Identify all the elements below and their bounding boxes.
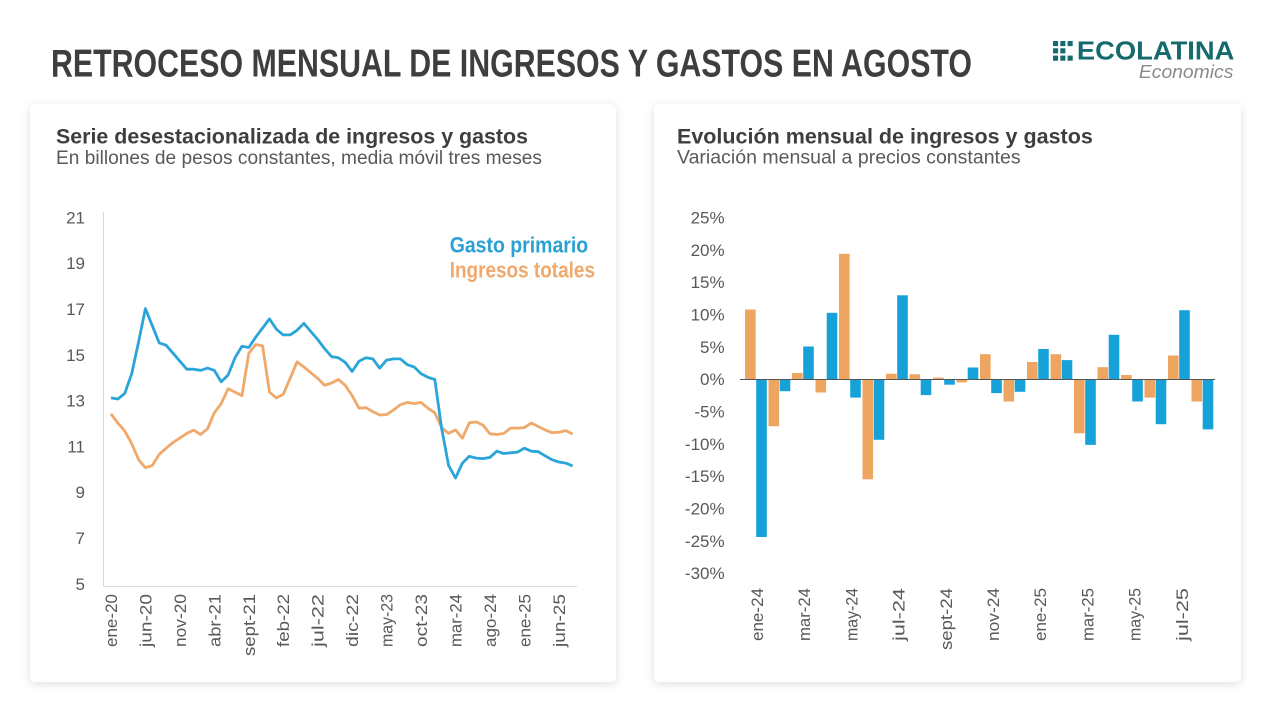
svg-text:5%: 5% (700, 338, 725, 357)
svg-text:ECOLATINA: ECOLATINA (1077, 38, 1235, 66)
svg-text:ene-20: ene-20 (102, 594, 121, 647)
svg-text:mar-24: mar-24 (795, 588, 814, 641)
svg-text:13: 13 (66, 392, 85, 411)
svg-text:Economics: Economics (1139, 61, 1234, 82)
svg-text:-15%: -15% (685, 467, 725, 486)
svg-text:25%: 25% (691, 209, 725, 228)
svg-text:15: 15 (66, 346, 85, 365)
svg-text:dic-22: dic-22 (343, 594, 362, 647)
svg-text:oct-23: oct-23 (412, 594, 431, 647)
svg-text:jul-24: jul-24 (890, 588, 909, 642)
svg-text:jun-25: jun-25 (550, 594, 569, 648)
svg-text:abr-21: abr-21 (205, 594, 224, 647)
svg-text:may-24: may-24 (842, 588, 861, 641)
svg-text:20%: 20% (691, 241, 725, 260)
svg-text:jun-20: jun-20 (137, 594, 156, 648)
svg-text:may-23: may-23 (378, 594, 397, 647)
svg-text:jul-22: jul-22 (309, 594, 328, 648)
svg-text:19: 19 (66, 254, 85, 273)
svg-text:nov-20: nov-20 (171, 594, 190, 647)
svg-text:ene-25: ene-25 (515, 594, 534, 647)
svg-text:RETROCESO MENSUAL DE INGRESOS: RETROCESO MENSUAL DE INGRESOS Y GASTOS E… (51, 42, 972, 85)
svg-text:15%: 15% (691, 273, 725, 292)
svg-text:ene-25: ene-25 (1031, 588, 1050, 641)
svg-text:Serie desestacionalizada de in: Serie desestacionalizada de ingresos y g… (56, 126, 528, 149)
svg-text:sept-24: sept-24 (937, 588, 956, 650)
svg-text:-10%: -10% (685, 435, 725, 454)
svg-text:ago-24: ago-24 (481, 594, 500, 647)
svg-text:Evolución mensual de ingresos: Evolución mensual de ingresos y gastos (677, 126, 1093, 149)
svg-text:Gasto primario: Gasto primario (450, 232, 589, 257)
svg-text:21: 21 (66, 208, 85, 227)
svg-text:-25%: -25% (685, 532, 725, 551)
svg-text:5: 5 (76, 575, 85, 594)
svg-text:nov-24: nov-24 (984, 588, 1003, 641)
svg-text:11: 11 (67, 437, 85, 456)
svg-text:9: 9 (76, 483, 85, 502)
svg-text:sept-21: sept-21 (240, 594, 259, 656)
svg-text:ene-24: ene-24 (748, 588, 767, 641)
svg-text:mar-24: mar-24 (447, 594, 466, 647)
svg-text:0%: 0% (700, 370, 725, 389)
svg-text:10%: 10% (691, 306, 725, 325)
svg-text:7: 7 (76, 529, 85, 548)
svg-text:feb-22: feb-22 (274, 594, 293, 647)
svg-text:-20%: -20% (685, 500, 725, 519)
svg-text:17: 17 (66, 300, 85, 319)
svg-text:En billones de pesos constante: En billones de pesos constantes, media m… (56, 147, 542, 169)
svg-text:-5%: -5% (694, 403, 724, 422)
svg-text:Ingresos totales: Ingresos totales (450, 257, 595, 282)
svg-text:jul-25: jul-25 (1173, 588, 1192, 642)
svg-text:may-25: may-25 (1126, 588, 1145, 641)
svg-text:mar-25: mar-25 (1078, 588, 1097, 641)
svg-text:Variación mensual a precios co: Variación mensual a precios constantes (677, 147, 1021, 169)
svg-text:-30%: -30% (685, 564, 725, 583)
